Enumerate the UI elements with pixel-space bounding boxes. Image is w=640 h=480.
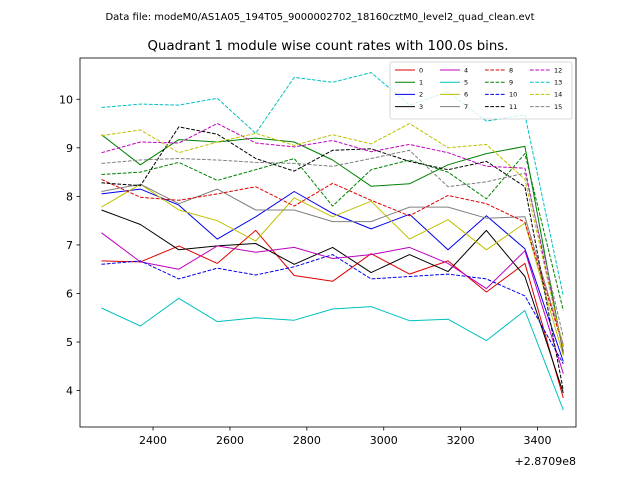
legend-label-module-3: 3 (419, 103, 423, 111)
axes-layer: 2400 2600 2800 3000 3200 3400 4 5 6 7 8 9 10 (59, 93, 552, 447)
legend-label-module-9: 9 (509, 79, 513, 87)
legend-frame (389, 61, 573, 120)
series-line-module-5 (101, 297, 564, 411)
x-tick-label-2400: 2400 (139, 434, 167, 447)
x-tick-label-3400: 3400 (524, 434, 552, 447)
x-tick-label-3200: 3200 (447, 434, 475, 447)
series-line-module-6 (101, 183, 564, 356)
y-tick-label-9: 9 (66, 142, 73, 155)
y-tick-label-6: 6 (66, 287, 73, 300)
series-line-module-0 (101, 229, 564, 399)
legend-label-module-6: 6 (464, 91, 468, 99)
suptitle: Data file: modeM0/AS1A05_194T05_90000027… (105, 12, 534, 23)
x-tick-label-3000: 3000 (370, 434, 398, 447)
series-line-module-9 (101, 153, 564, 311)
x-tick-label-2600: 2600 (216, 434, 244, 447)
x-offset-label: +2.8709e8 (515, 455, 576, 468)
legend-label-module-7: 7 (464, 103, 468, 111)
legend-label-module-12: 12 (554, 66, 562, 74)
series-line-module-11 (101, 126, 564, 391)
x-tick-label-2800: 2800 (293, 434, 321, 447)
y-tick-label-7: 7 (66, 239, 73, 252)
series-line-module-2 (101, 188, 564, 362)
series-line-module-13 (101, 72, 564, 297)
series-line-module-1 (101, 134, 564, 355)
y-tick-label-8: 8 (66, 190, 73, 203)
legend-label-module-2: 2 (419, 91, 423, 99)
series-line-module-8 (101, 178, 564, 348)
legend-label-module-11: 11 (509, 103, 517, 111)
legend-label-module-0: 0 (419, 66, 423, 74)
series-line-module-14 (101, 123, 564, 350)
legend-label-module-13: 13 (554, 79, 562, 87)
series-layer (101, 72, 564, 411)
legend-label-module-15: 15 (554, 103, 562, 111)
y-tick-label-10: 10 (59, 93, 73, 106)
legend-label-module-4: 4 (464, 66, 468, 74)
series-line-module-3 (101, 209, 564, 394)
y-tick-label-4: 4 (66, 385, 73, 398)
legend-label-module-1: 1 (419, 79, 423, 87)
legend-label-module-10: 10 (509, 91, 517, 99)
plot-frame (79, 57, 577, 428)
legend-label-module-5: 5 (464, 79, 468, 87)
legend-label-module-14: 14 (554, 91, 562, 99)
chart-title: Quadrant 1 module wise count rates with … (148, 39, 509, 54)
series-line-module-4 (101, 232, 564, 374)
series-line-module-15 (101, 149, 564, 338)
legend-label-module-8: 8 (509, 66, 513, 74)
y-tick-label-5: 5 (66, 336, 73, 349)
series-line-module-10 (101, 254, 564, 365)
series-line-module-7 (101, 183, 564, 345)
plot-area (80, 58, 576, 427)
